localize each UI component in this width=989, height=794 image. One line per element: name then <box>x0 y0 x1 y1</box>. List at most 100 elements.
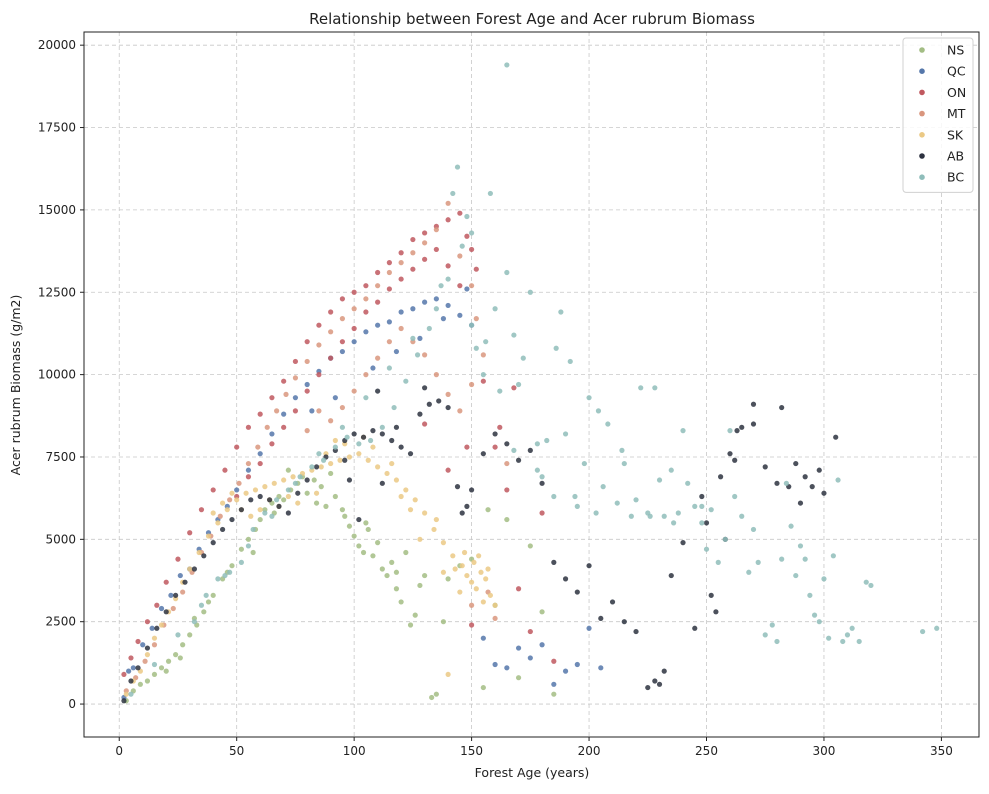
data-point <box>144 619 151 625</box>
data-point <box>440 540 447 546</box>
x-tick-label: 200 <box>578 744 601 758</box>
data-point <box>511 385 517 391</box>
data-point <box>504 460 510 467</box>
data-point <box>457 210 463 216</box>
data-point <box>586 395 592 401</box>
data-point <box>252 487 259 493</box>
data-point <box>363 309 369 315</box>
data-point <box>746 569 752 575</box>
data-point <box>398 276 404 282</box>
series-ns <box>123 467 557 704</box>
data-point <box>191 566 198 572</box>
data-point <box>699 520 705 526</box>
data-point <box>163 668 169 674</box>
data-point <box>586 563 592 569</box>
data-point <box>339 404 345 411</box>
data-point <box>433 296 439 302</box>
data-point <box>154 602 160 608</box>
data-point <box>257 516 263 523</box>
data-point <box>269 441 275 447</box>
data-point <box>438 283 444 289</box>
data-point <box>281 424 287 430</box>
data-point <box>769 622 775 628</box>
data-point <box>342 513 348 519</box>
data-point <box>339 339 345 345</box>
data-point <box>468 283 475 289</box>
data-point <box>351 431 357 437</box>
data-point <box>468 246 475 253</box>
data-point <box>177 655 183 661</box>
data-point <box>515 457 522 463</box>
data-point <box>497 424 503 430</box>
y-tick-label: 15000 <box>38 203 76 217</box>
data-point <box>243 490 249 496</box>
data-point <box>802 474 808 480</box>
data-point <box>520 355 526 361</box>
data-point <box>633 628 639 635</box>
data-point <box>328 418 334 424</box>
data-point <box>346 523 353 529</box>
y-tick-label: 2500 <box>45 615 76 629</box>
data-point <box>558 309 564 315</box>
data-point <box>680 540 686 546</box>
data-point <box>471 559 477 565</box>
data-point <box>389 460 395 467</box>
data-point <box>539 609 545 615</box>
data-point <box>445 671 451 678</box>
data-point <box>238 559 244 565</box>
data-point <box>210 540 216 546</box>
data-point <box>187 632 193 638</box>
data-point <box>332 444 338 450</box>
data-point <box>398 599 404 605</box>
data-point <box>527 447 533 453</box>
data-point <box>849 625 855 631</box>
data-point <box>504 441 510 447</box>
data-point <box>379 424 385 430</box>
data-point <box>356 516 362 523</box>
data-point <box>379 480 385 486</box>
data-point <box>344 434 350 440</box>
data-point <box>311 477 317 483</box>
data-point <box>182 579 188 585</box>
data-point <box>445 276 451 282</box>
data-point <box>229 490 235 496</box>
data-point <box>274 497 280 503</box>
data-point <box>417 582 423 589</box>
y-tick-label: 17500 <box>38 121 76 135</box>
data-point <box>262 510 268 516</box>
data-point <box>459 243 465 249</box>
data-point <box>703 520 710 526</box>
data-point <box>464 572 470 579</box>
data-point <box>332 395 338 401</box>
data-point <box>750 401 757 407</box>
data-point <box>365 526 371 533</box>
data-point <box>410 335 416 341</box>
legend-marker <box>919 68 925 74</box>
data-point <box>222 572 228 579</box>
data-point <box>645 684 651 691</box>
data-point <box>379 431 385 437</box>
data-point <box>574 503 580 509</box>
data-point <box>398 493 404 500</box>
data-point <box>504 62 510 68</box>
data-point <box>375 283 381 289</box>
data-point <box>551 559 557 565</box>
data-point <box>934 625 940 631</box>
data-point <box>269 513 275 519</box>
data-point <box>551 658 557 664</box>
data-point <box>410 236 416 243</box>
data-point <box>309 464 315 470</box>
legend-marker <box>919 174 925 180</box>
data-point <box>339 507 345 513</box>
data-point <box>316 322 322 328</box>
data-point <box>685 480 691 486</box>
data-point <box>328 355 334 361</box>
data-point <box>304 381 310 388</box>
data-point <box>574 589 580 595</box>
data-point <box>363 395 369 401</box>
data-point <box>422 385 428 391</box>
data-point <box>534 441 540 447</box>
data-point <box>375 299 381 305</box>
series-qc <box>121 286 604 701</box>
data-point <box>539 480 545 486</box>
